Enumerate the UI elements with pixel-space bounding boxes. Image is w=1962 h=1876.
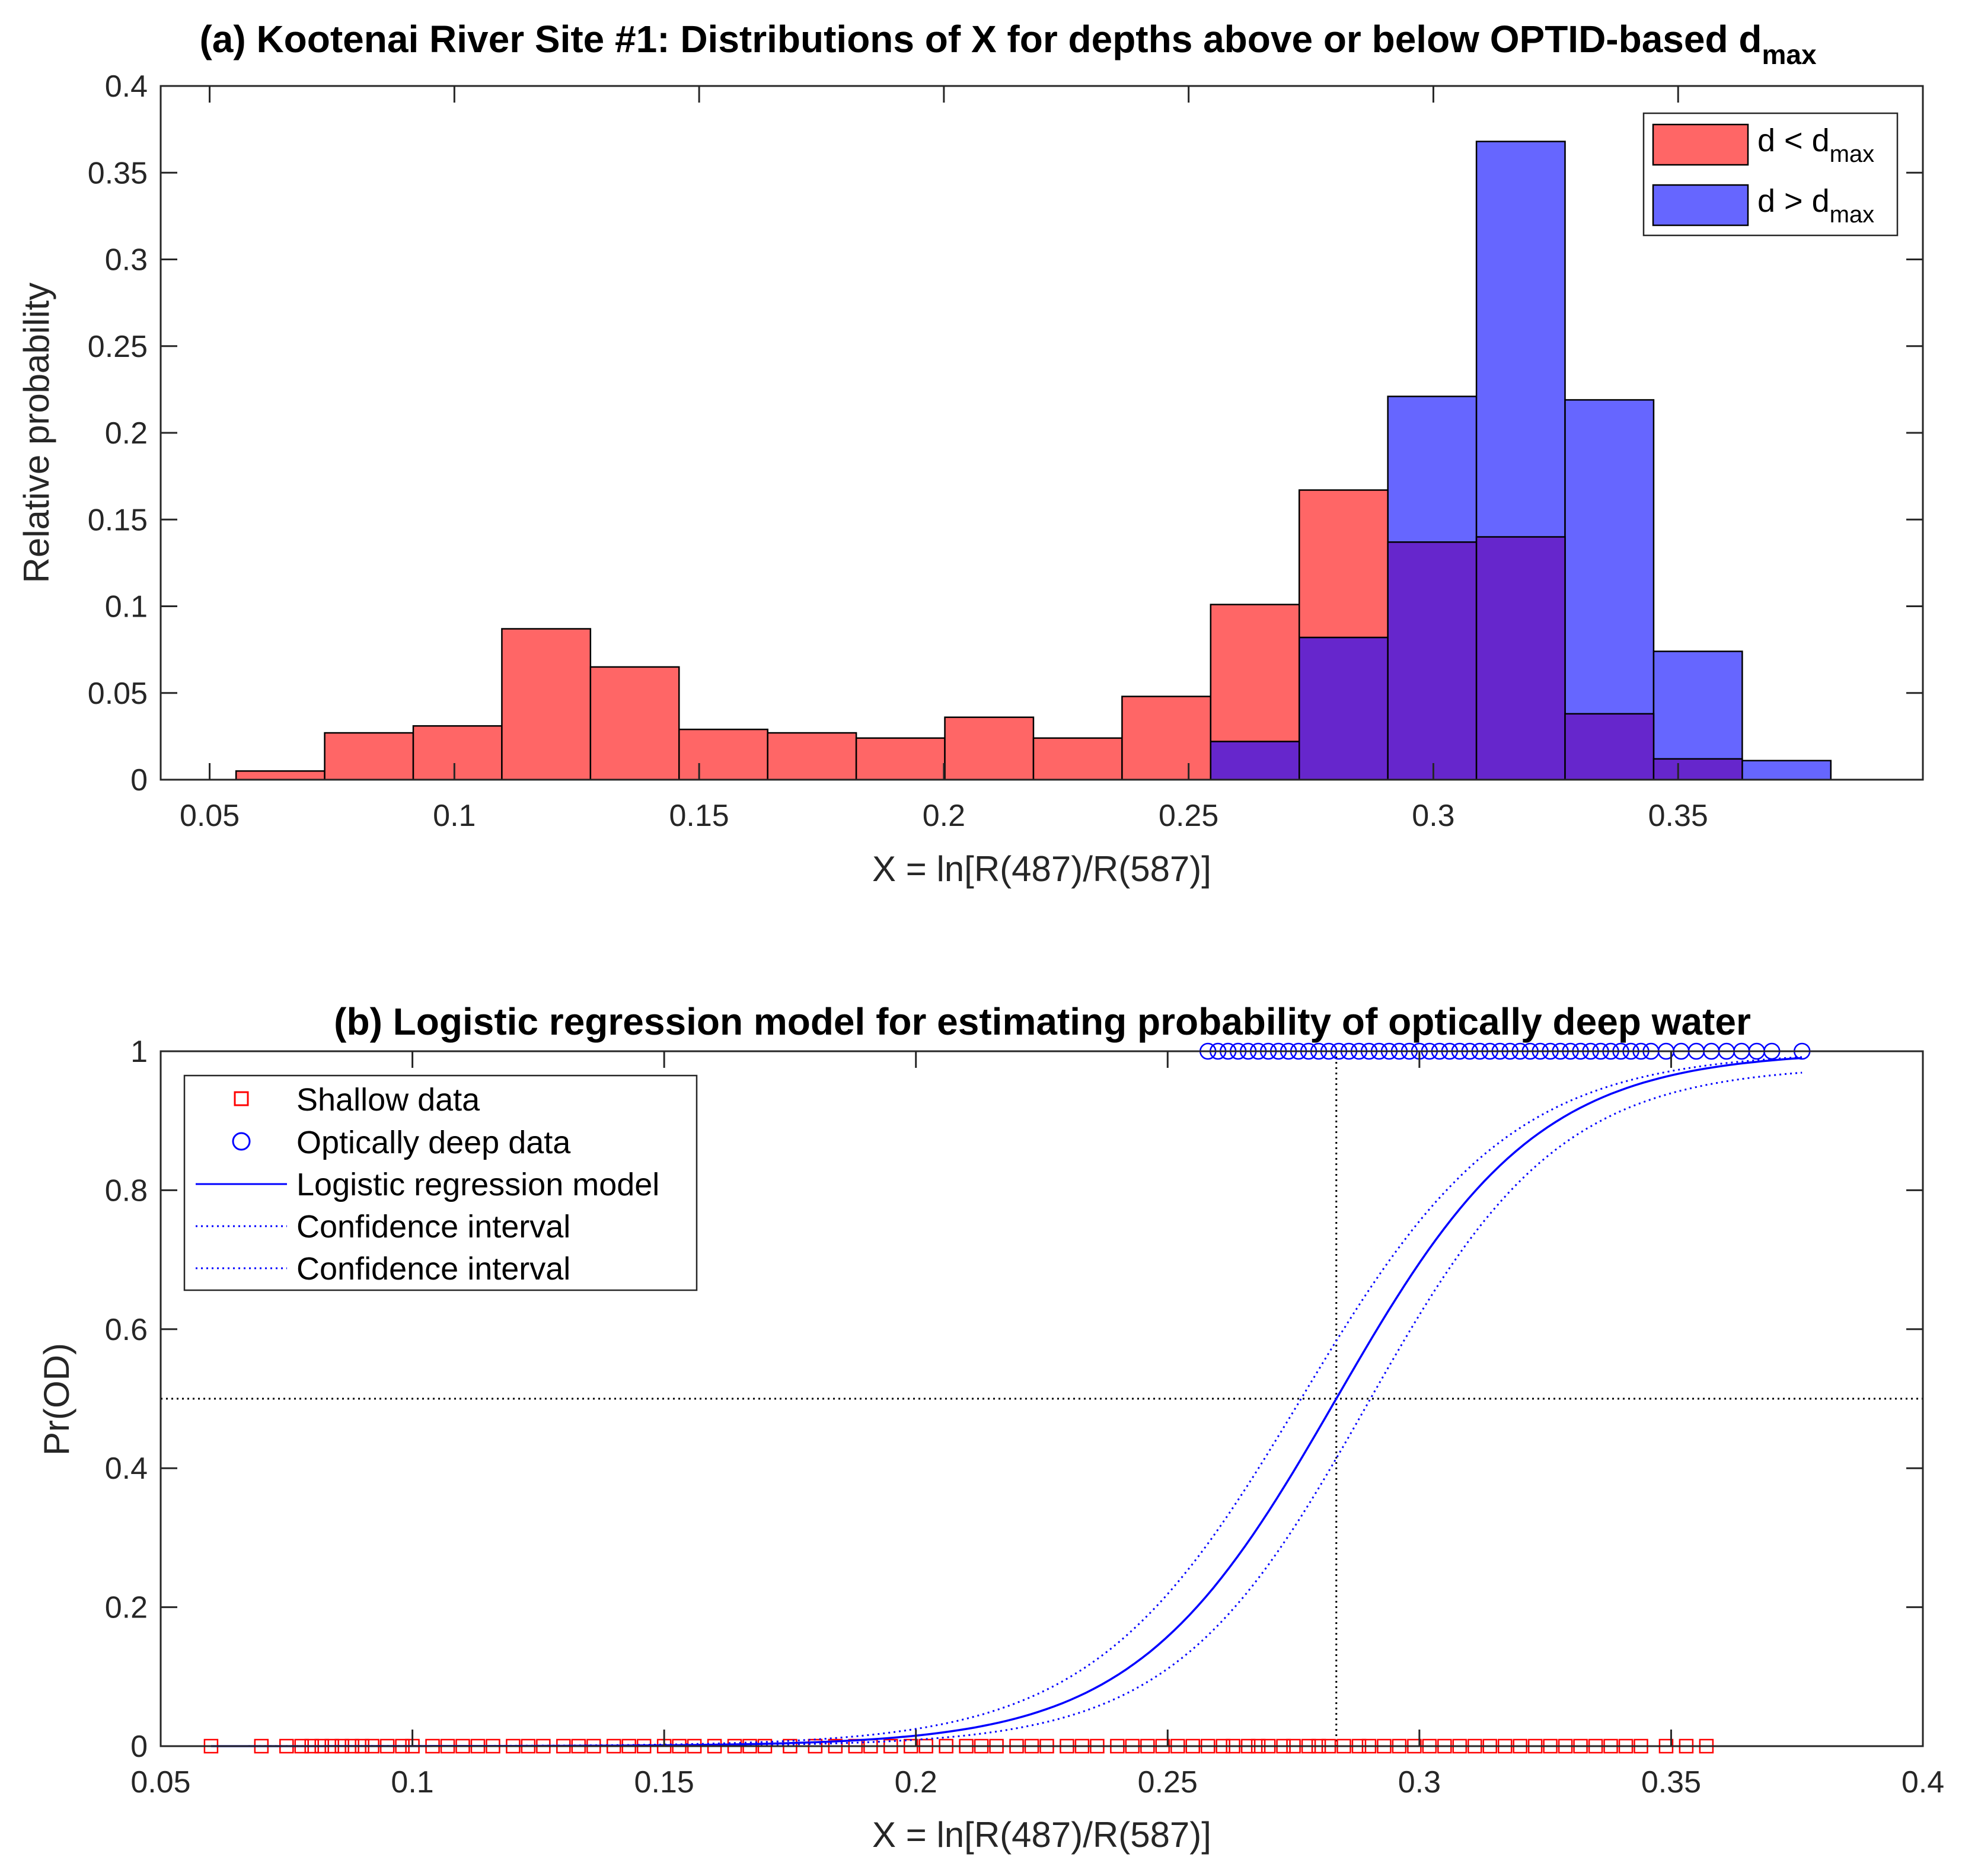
y-tick-label: 0.8	[105, 1173, 148, 1208]
histogram-ticks: 0.05 0.1 0.15 0.2 0.25 0.3 0.35 0 0.05 0.1 0.15 0.2…	[88, 69, 1923, 833]
regression-title: (b) Logistic regression model for estima…	[334, 1000, 1751, 1043]
legend-label-ci-lower: Confidence interval	[296, 1251, 570, 1287]
histogram-panel: (a) Kootenai River Site #1: Distribution…	[17, 18, 1924, 889]
legend-label-deep: d > dmax	[1757, 183, 1874, 228]
legend-marker-circle-icon	[232, 1132, 251, 1151]
x-tick-label: 0.2	[895, 1765, 937, 1800]
histogram-bar-shallow	[324, 732, 414, 781]
y-tick-label: 0.05	[88, 677, 148, 711]
legend-label-deep-data: Optically deep data	[296, 1125, 571, 1160]
histogram-bar-shallow	[1032, 737, 1123, 781]
y-tick-label: 1	[130, 1035, 148, 1069]
y-tick-label: 0.2	[105, 1591, 148, 1625]
x-tick-label: 0.15	[634, 1765, 694, 1800]
histogram-bar-shallow	[1210, 604, 1300, 742]
y-tick-label: 0.1	[105, 590, 148, 624]
y-tick-label: 0.25	[88, 330, 148, 364]
x-tick-label: 0.25	[1159, 799, 1218, 833]
histogram-bar-shallow	[589, 666, 680, 781]
y-tick-label: 0.4	[105, 69, 148, 104]
regression-panel: (b) Logistic regression model for estima…	[37, 1000, 1944, 1855]
legend-label-shallow: d < dmax	[1757, 123, 1874, 167]
regression-legend: Shallow data Optically deep data Logisti…	[183, 1074, 698, 1291]
histogram-bar-overlap	[1652, 758, 1743, 781]
legend-marker-square-icon	[234, 1091, 249, 1106]
legend-swatch-shallow	[1652, 123, 1749, 166]
histogram-bar-shallow	[1121, 695, 1212, 781]
histogram-title: (a) Kootenai River Site #1: Distribution…	[199, 18, 1816, 70]
histogram-bar-shallow	[501, 628, 592, 781]
histogram-bar-shallow	[412, 725, 503, 781]
confidence-interval-lower	[210, 1071, 1803, 1747]
histogram-bars	[235, 141, 1832, 781]
histogram-y-label: Relative probability	[17, 283, 56, 583]
regression-x-label: X = ln[R(487)/R(587)]	[872, 1815, 1211, 1855]
histogram-bar-overlap	[1210, 741, 1300, 781]
regression-y-label: Pr(OD)	[37, 1343, 76, 1456]
legend-label-shallow-data: Shallow data	[296, 1082, 480, 1118]
histogram-bar-shallow	[1298, 489, 1389, 639]
x-tick-label: 0.3	[1398, 1765, 1441, 1800]
x-tick-label: 0.05	[180, 799, 240, 833]
regression-ticks: 0.05 0.1 0.15 0.2 0.25 0.3 0.35 0.4 0 0.2 0.4 0.6 0.…	[105, 1035, 1944, 1800]
histogram-bar-shallow	[944, 716, 1035, 781]
histogram-x-label: X = ln[R(487)/R(587)]	[872, 849, 1211, 889]
x-tick-label: 0.35	[1648, 799, 1708, 833]
histogram-bar-shallow	[678, 728, 768, 781]
x-tick-label: 0.25	[1138, 1765, 1198, 1800]
y-tick-label: 0.35	[88, 156, 148, 190]
x-tick-label: 0.2	[923, 799, 965, 833]
regression-axes-box	[159, 1050, 1924, 1747]
histogram-bar-deep	[1741, 760, 1832, 781]
y-tick-label: 0.3	[105, 243, 148, 277]
histogram-bar-overlap	[1564, 713, 1655, 781]
y-tick-label: 0.2	[105, 416, 148, 451]
x-tick-label: 0.3	[1412, 799, 1454, 833]
legend-box	[183, 1074, 698, 1291]
histogram-legend: d < dmax d > dmax	[1642, 112, 1899, 237]
y-tick-label: 0.6	[105, 1313, 148, 1347]
x-tick-label: 0.15	[669, 799, 729, 833]
x-tick-label: 0.1	[433, 799, 476, 833]
legend-label-ci-upper: Confidence interval	[296, 1209, 570, 1245]
legend-label-model: Logistic regression model	[296, 1167, 659, 1202]
histogram-bar-overlap	[1475, 536, 1566, 781]
y-tick-label: 0	[130, 763, 148, 797]
histogram-bar-overlap	[1298, 636, 1389, 781]
histogram-bar-shallow	[855, 737, 946, 781]
legend-swatch-deep	[1652, 184, 1749, 226]
x-tick-label: 0.35	[1641, 1765, 1701, 1800]
histogram-bar-shallow	[235, 770, 326, 781]
y-tick-label: 0	[130, 1730, 148, 1764]
histogram-bar-overlap	[1387, 541, 1478, 781]
x-tick-label: 0.05	[130, 1765, 190, 1800]
histogram-bar-shallow	[767, 732, 857, 781]
x-tick-label: 0.1	[391, 1765, 433, 1800]
y-tick-label: 0.15	[88, 503, 148, 537]
x-tick-label: 0.4	[1902, 1765, 1944, 1800]
y-tick-label: 0.4	[105, 1451, 148, 1486]
